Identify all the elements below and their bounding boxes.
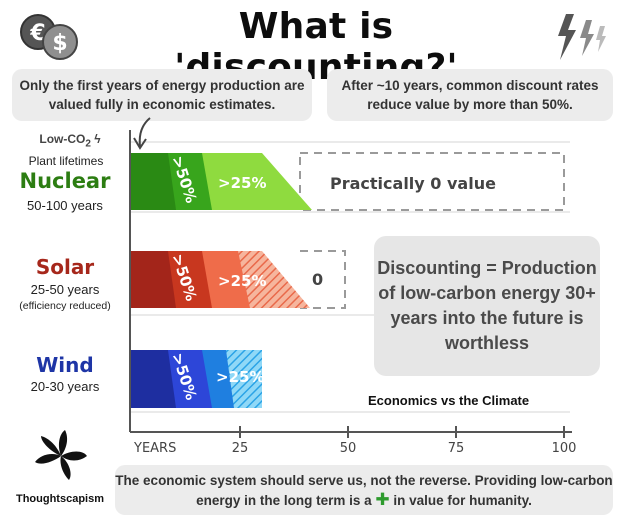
- tech-name-nuclear: Nuclear: [19, 169, 111, 193]
- x-tick-75: 75: [448, 441, 465, 456]
- solar-zero-region: [300, 250, 346, 309]
- nuclear-zero-region: [299, 152, 565, 211]
- solar-label-25: >25%: [218, 272, 266, 290]
- flower-logo-icon: [35, 430, 87, 480]
- tech-years-nuclear: 50-100 years: [27, 198, 103, 213]
- x-axis-ticks: [239, 426, 565, 438]
- bottom-text-1: The economic system should serve us, not…: [115, 472, 613, 508]
- svg-text:$: $: [52, 31, 67, 56]
- nuclear-rest-label: Practically 0 value: [330, 174, 496, 193]
- low-co2-label: Low-CO2 ϟ: [39, 132, 101, 150]
- bottom-message: The economic system should serve us, not…: [115, 465, 613, 515]
- lightning-icon: [558, 14, 606, 60]
- wind-label-25: >25%: [216, 368, 264, 386]
- dollar-coin-icon: $: [42, 24, 78, 60]
- bar-wind: [130, 350, 262, 408]
- tech-years-wind: 20-30 years: [30, 379, 100, 394]
- x-tick-25: 25: [232, 441, 249, 456]
- solar-rest-label: 0: [312, 270, 323, 289]
- x-axis-label: YEARS: [133, 441, 176, 456]
- currency-coins-icon: € $: [20, 14, 78, 60]
- svg-text:€: €: [29, 21, 45, 46]
- plant-lifetimes-label: Plant lifetimes: [28, 154, 104, 168]
- nuclear-segment-25: [200, 153, 312, 210]
- tech-name-solar: Solar: [35, 255, 95, 279]
- bottom-text-2: in value for humanity.: [393, 492, 532, 508]
- x-tick-100: 100: [552, 441, 577, 456]
- tech-note-solar: (efficiency reduced): [19, 300, 111, 312]
- chart-title: Economics vs the Climate: [368, 393, 530, 408]
- note-first-years: Only the first years of energy productio…: [12, 69, 312, 121]
- note-discount-rates: After ~10 years, common discount rates r…: [327, 69, 613, 121]
- small-lightning-icon: ϟ: [94, 132, 101, 146]
- bar-nuclear: [130, 152, 565, 211]
- bar-solar: [130, 250, 346, 309]
- brand-name: Thoughtscapism: [15, 493, 104, 505]
- discounting-callout: Discounting = Production of low-carbon e…: [374, 236, 600, 376]
- nuclear-label-25: >25%: [218, 174, 266, 192]
- plus-icon: ✚: [375, 489, 390, 509]
- tech-name-wind: Wind: [36, 353, 94, 377]
- tech-years-solar: 25-50 years: [30, 282, 100, 297]
- x-tick-50: 50: [340, 441, 357, 456]
- legend-arrow-icon: [138, 117, 151, 147]
